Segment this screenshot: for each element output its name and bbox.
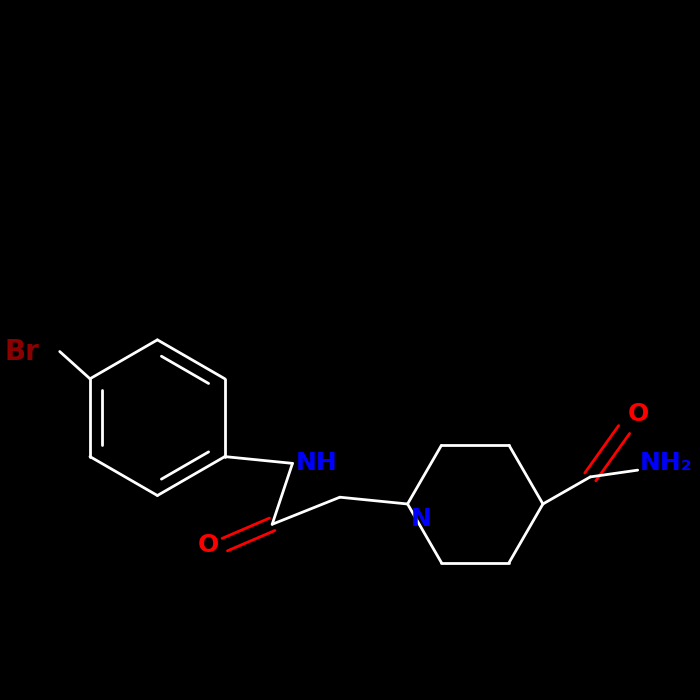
Text: O: O <box>198 533 219 557</box>
Text: Br: Br <box>4 337 39 365</box>
Text: NH₂: NH₂ <box>640 452 692 475</box>
Text: O: O <box>627 402 649 426</box>
Text: N: N <box>411 508 432 531</box>
Text: NH: NH <box>296 452 337 475</box>
